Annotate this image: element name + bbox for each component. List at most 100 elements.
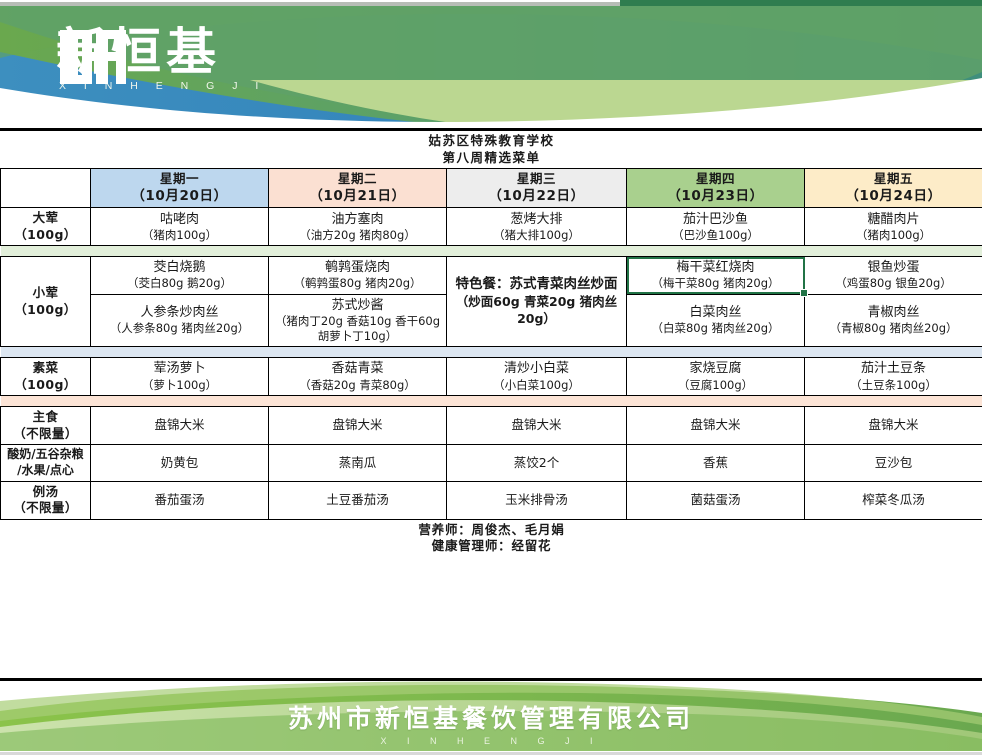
- day-date: （10月24日）: [845, 187, 942, 204]
- band-after-xiaohun: [0, 346, 982, 359]
- special-meal-ingredients: （炒面60g 青菜20g 猪肉丝20g）: [455, 294, 618, 326]
- cell-litang-thu[interactable]: 菌菇蛋汤: [626, 480, 805, 520]
- cell-xiaohun-thu-2[interactable]: 白菜肉丝 （白菜80g 猪肉丝20g）: [626, 293, 805, 348]
- row-zhushi: 主食 （不限量） 盘锦大米 盘锦大米 盘锦大米 盘锦大米 盘锦大米: [0, 406, 982, 446]
- day-header-thursday[interactable]: 星期四 （10月23日）: [626, 167, 805, 209]
- day-header-wednesday[interactable]: 星期三 （10月22日）: [446, 167, 627, 209]
- cell-litang-wed[interactable]: 玉米排骨汤: [446, 480, 627, 520]
- cell-xiaohun-mon-1[interactable]: 茭白烧鹅 （茭白80g 鹅20g）: [90, 256, 269, 295]
- dish-name: 茄汁巴沙鱼: [682, 211, 748, 227]
- row-label-sub: （不限量）: [13, 500, 78, 516]
- row-label-litang: 例汤 （不限量）: [0, 480, 91, 520]
- dish-ingredients: （猪大排100g）: [493, 227, 580, 242]
- cell-sucai-mon[interactable]: 荤汤萝卜 （萝卜100g）: [90, 357, 269, 397]
- cell-litang-fri[interactable]: 榨菜冬瓜汤: [803, 480, 982, 520]
- cell-zhushi-fri[interactable]: 盘锦大米: [803, 406, 982, 446]
- day-header-monday[interactable]: 星期一 （10月20日）: [90, 167, 269, 209]
- dish-ingredients: （小白菜100g）: [493, 377, 580, 392]
- day-date: （10月22日）: [488, 187, 585, 204]
- dish-ingredients: （巴沙鱼100g）: [672, 227, 759, 242]
- day-name: 星期四: [695, 171, 736, 186]
- logo-english-text: X I N H E N G J I: [59, 80, 266, 92]
- cell-dianxin-wed[interactable]: 蒸饺2个: [446, 444, 627, 482]
- cell-dahun-mon[interactable]: 咕咾肉 （猪肉100g）: [90, 207, 269, 247]
- cell-dianxin-fri[interactable]: 豆沙包: [803, 444, 982, 482]
- cell-sucai-tue[interactable]: 香菇青菜 （香菇20g 青菜80g）: [268, 357, 447, 397]
- cell-sucai-wed[interactable]: 清炒小白菜 （小白菜100g）: [446, 357, 627, 397]
- day-date: （10月20日）: [131, 187, 228, 204]
- signoff-row: 营养师：周俊杰、毛月娟 健康管理师：经留花: [0, 518, 982, 557]
- dish-ingredients: （香菇20g 青菜80g）: [299, 377, 416, 392]
- row-label-xiaohun: 小荤 （100g）: [0, 256, 91, 348]
- cell-dahun-wed[interactable]: 葱烤大排 （猪大排100g）: [446, 207, 627, 247]
- band-after-dahun: [0, 245, 982, 258]
- row-label-sub: （100g）: [14, 376, 77, 392]
- cell-litang-tue[interactable]: 土豆番茄汤: [268, 480, 447, 520]
- footer-company-name: 苏州市新恒基餐饮管理有限公司: [287, 704, 694, 733]
- footer-company-pinyin: X I N H E N G J I: [380, 736, 602, 746]
- dish-name: 白菜肉丝: [689, 305, 742, 321]
- dish-name: 清炒小白菜: [503, 361, 569, 377]
- menu-table: 姑苏区特殊教育学校 第八周精选菜单 星期一 （10月20日） 星期二 （10月2…: [0, 131, 982, 557]
- row-label-main: 素菜: [32, 360, 59, 376]
- nutritionist-line: 营养师：周俊杰、毛月娟: [418, 521, 565, 537]
- cell-zhushi-wed[interactable]: 盘锦大米: [446, 406, 627, 446]
- dish-ingredients: （猪肉丁20g 香菇10g 香干60g: [274, 313, 441, 328]
- day-name: 星期三: [516, 171, 557, 186]
- cell-xiaohun-thu-1[interactable]: 梅干菜红烧肉 （梅干菜80g 猪肉20g）: [626, 256, 808, 299]
- row-label-main: 小荤: [32, 285, 59, 301]
- row-dahun: 大荤 （100g） 咕咾肉 （猪肉100g） 油方塞肉 （油方20g 猪肉80g…: [0, 207, 982, 247]
- cell-dianxin-tue[interactable]: 蒸南瓜: [268, 444, 447, 482]
- dish-name: 人参条炒肉丝: [140, 305, 219, 321]
- cell-sucai-fri[interactable]: 茄汁土豆条 （土豆条100g）: [803, 357, 982, 397]
- row-label-sub: （不限量）: [13, 425, 78, 441]
- footer-company: 苏州市新恒基餐饮管理有限公司 X I N H E N G J I: [0, 699, 982, 746]
- dish-name: 家烧豆腐: [689, 361, 742, 377]
- row-label-main: 酸奶/五谷杂粮: [7, 447, 84, 462]
- cell-litang-mon[interactable]: 番茄蛋汤: [90, 480, 269, 520]
- row-label-main: 主食: [32, 409, 59, 425]
- dish-name: 银鱼炒蛋: [867, 260, 920, 276]
- dish-name: 糖醋肉片: [867, 211, 920, 227]
- cell-dahun-tue[interactable]: 油方塞肉 （油方20g 猪肉80g）: [268, 207, 447, 247]
- dish-ingredients: （油方20g 猪肉80g）: [299, 227, 416, 242]
- cell-xiaohun-fri-1[interactable]: 银鱼炒蛋 （鸡蛋80g 银鱼20g）: [803, 256, 982, 295]
- dish-name: 咕咾肉: [159, 211, 199, 227]
- row-label-sub: /水果/点心: [17, 462, 74, 477]
- day-name: 星期五: [873, 171, 914, 186]
- menu-sheet: 姑苏区特殊教育学校 第八周精选菜单 星期一 （10月20日） 星期二 （10月2…: [0, 128, 982, 681]
- cell-sucai-thu[interactable]: 家烧豆腐 （豆腐100g）: [626, 357, 805, 397]
- row-label-sucai: 素菜 （100g）: [0, 357, 91, 397]
- cell-xiaohun-tue-1[interactable]: 鹌鹑蛋烧肉 （鹌鹑蛋80g 猪肉20g）: [268, 256, 447, 295]
- dish-name: 鹌鹑蛋烧肉: [324, 260, 390, 276]
- footer-banner: 苏州市新恒基餐饮管理有限公司 X I N H E N G J I: [0, 681, 982, 755]
- dish-ingredients-cont: 胡萝卜丁10g）: [317, 328, 398, 343]
- cell-dahun-fri[interactable]: 糖醋肉片 （猪肉100g）: [803, 207, 982, 247]
- cell-xiaohun-wed-special[interactable]: 特色餐：苏式青菜肉丝炒面 （炒面60g 青菜20g 猪肉丝20g）: [446, 256, 627, 348]
- title-line-2: 第八周精选菜单: [442, 149, 541, 165]
- company-logo: 新恒基 X I N H E N G J I: [56, 26, 266, 92]
- dish-name: 苏式炒酱: [331, 297, 384, 313]
- cell-zhushi-mon[interactable]: 盘锦大米: [90, 406, 269, 446]
- row-dianxin: 酸奶/五谷杂粮 /水果/点心 奶黄包 蒸南瓜 蒸饺2个 香蕉 豆沙包: [0, 444, 982, 482]
- cell-zhushi-thu[interactable]: 盘锦大米: [626, 406, 805, 446]
- cell-xiaohun-mon-2[interactable]: 人参条炒肉丝 （人参条80g 猪肉丝20g）: [90, 293, 269, 348]
- row-label-main: 大荤: [32, 210, 59, 226]
- cell-dianxin-mon[interactable]: 奶黄包: [90, 444, 269, 482]
- dish-ingredients: （人参条80g 猪肉丝20g）: [109, 321, 250, 336]
- cell-dianxin-thu[interactable]: 香蕉: [626, 444, 805, 482]
- dish-name: 荤汤萝卜: [153, 361, 206, 377]
- row-label-zhushi: 主食 （不限量）: [0, 406, 91, 446]
- dish-ingredients: （茭白80g 鹅20g）: [126, 276, 233, 291]
- dish-name: 油方塞肉: [331, 211, 384, 227]
- cell-dahun-thu[interactable]: 茄汁巴沙鱼 （巴沙鱼100g）: [626, 207, 805, 247]
- day-header-tuesday[interactable]: 星期二 （10月21日）: [268, 167, 447, 209]
- cell-xiaohun-fri-2[interactable]: 青椒肉丝 （青椒80g 猪肉丝20g）: [803, 293, 982, 348]
- dish-name: 青椒肉丝: [867, 305, 920, 321]
- cell-zhushi-tue[interactable]: 盘锦大米: [268, 406, 447, 446]
- dish-ingredients: （猪肉100g）: [855, 227, 932, 242]
- row-litang: 例汤 （不限量） 番茄蛋汤 土豆番茄汤 玉米排骨汤 菌菇蛋汤 榨菜冬瓜汤: [0, 480, 982, 520]
- header-banner: 新恒基 X I N H E N G J I: [0, 0, 982, 128]
- day-header-friday[interactable]: 星期五 （10月24日）: [803, 167, 982, 209]
- cell-xiaohun-tue-2[interactable]: 苏式炒酱 （猪肉丁20g 香菇10g 香干60g 胡萝卜丁10g）: [268, 293, 447, 348]
